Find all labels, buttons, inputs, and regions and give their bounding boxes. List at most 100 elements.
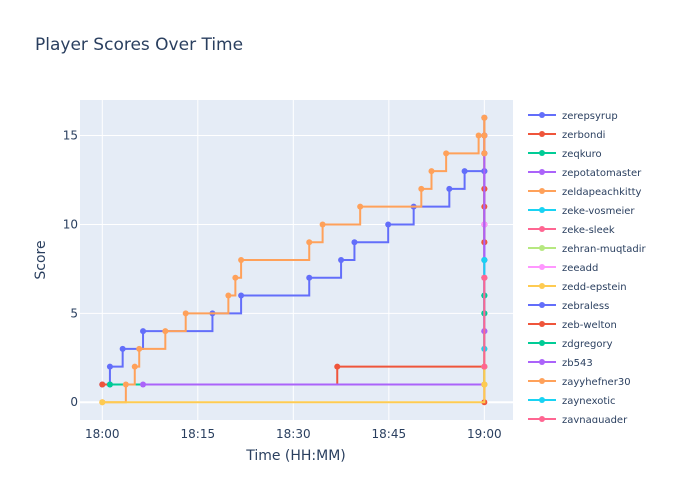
data-point[interactable]	[238, 257, 245, 263]
data-point[interactable]	[481, 132, 488, 139]
legend-label: zeldapeachkitty	[562, 187, 642, 198]
legend-item[interactable]: zeke-sleek	[528, 225, 615, 236]
data-point[interactable]	[481, 363, 488, 370]
data-point[interactable]	[481, 257, 488, 263]
series-line	[102, 366, 486, 404]
legend-item[interactable]: zerepsyrup	[528, 111, 618, 122]
data-point[interactable]	[106, 381, 113, 388]
legend-marker	[539, 378, 545, 384]
x-tick-label: 18:45	[372, 427, 407, 441]
legend-label: zb543	[562, 358, 593, 369]
legend-label: zdgregory	[562, 339, 613, 350]
legend-marker	[539, 226, 545, 232]
legend-item[interactable]: zepotatomaster	[528, 168, 642, 179]
x-axis: 18:00 18:15 18:30 18:45 19:00	[85, 427, 502, 441]
x-tick-label: 19:00	[467, 427, 502, 441]
data-point[interactable]	[119, 345, 126, 352]
legend-label: zepotatomaster	[562, 168, 642, 179]
y-tick-label: 0	[70, 395, 78, 409]
y-tick-label: 5	[70, 306, 78, 320]
legend-label: zayyhefner30	[562, 377, 631, 388]
legend-item[interactable]: zeldapeachkitty	[528, 187, 642, 198]
data-point[interactable]	[461, 168, 468, 175]
legend-item[interactable]: zeeadd	[528, 263, 598, 274]
data-point[interactable]	[481, 114, 488, 121]
legend-marker	[539, 359, 545, 365]
legend[interactable]: zerepsyrup zerbondi zeqkuro zepotatomaster z…	[528, 111, 647, 426]
legend-marker	[539, 340, 545, 346]
legend-item[interactable]: zeke-vosmeier	[528, 206, 635, 217]
data-point[interactable]	[357, 203, 364, 210]
legend-item[interactable]: zayyhefner30	[528, 377, 631, 388]
legend-item[interactable]: zaynexotic	[528, 396, 616, 407]
data-point[interactable]	[122, 381, 129, 388]
data-point[interactable]	[225, 292, 232, 299]
legend-marker	[539, 150, 545, 156]
series-line	[102, 117, 486, 404]
data-point[interactable]	[338, 257, 345, 263]
data-point[interactable]	[481, 274, 488, 281]
data-point[interactable]	[418, 185, 425, 192]
legend-item[interactable]: zeqkuro	[528, 149, 602, 160]
data-point[interactable]	[428, 168, 435, 175]
chart-title: Player Scores Over Time	[35, 35, 243, 55]
data-point[interactable]	[136, 345, 143, 352]
legend-marker	[539, 302, 545, 308]
data-point[interactable]	[182, 310, 189, 317]
data-point[interactable]	[306, 239, 313, 246]
legend-marker	[539, 283, 545, 289]
legend-item[interactable]: zb543	[528, 358, 593, 369]
legend-item[interactable]: zeb-welton	[528, 320, 617, 331]
legend-label: zehran-muqtadir	[562, 244, 647, 255]
legend-label: zeke-sleek	[562, 225, 615, 236]
data-point[interactable]	[162, 328, 169, 335]
data-point[interactable]	[481, 150, 488, 157]
legend-label: zeb-welton	[562, 320, 617, 331]
data-point[interactable]	[385, 221, 392, 228]
x-tick-label: 18:00	[85, 427, 120, 441]
data-point[interactable]	[351, 239, 358, 246]
legend-item[interactable]: zaynaquader	[528, 415, 628, 426]
y-axis-title: Score	[33, 240, 49, 279]
data-point[interactable]	[446, 185, 453, 192]
x-tick-label: 18:30	[276, 427, 311, 441]
legend-marker	[539, 416, 545, 422]
data-point[interactable]	[481, 381, 488, 388]
legend-label: zedd-epstein	[562, 282, 627, 293]
legend-marker	[539, 245, 545, 251]
data-point[interactable]	[99, 381, 106, 388]
legend-marker	[539, 207, 545, 213]
legend-item[interactable]: zdgregory	[528, 339, 613, 350]
data-point[interactable]	[99, 399, 106, 406]
data-point[interactable]	[140, 381, 147, 388]
legend-marker	[539, 397, 545, 403]
data-point[interactable]	[334, 363, 341, 370]
data-point[interactable]	[131, 363, 138, 370]
legend-marker	[539, 264, 545, 270]
data-point[interactable]	[443, 150, 450, 157]
legend-label: zerepsyrup	[562, 111, 618, 122]
data-point[interactable]	[232, 274, 239, 281]
data-point[interactable]	[319, 221, 326, 228]
data-point[interactable]	[306, 274, 313, 281]
data-point[interactable]	[475, 132, 482, 139]
y-tick-label: 15	[63, 129, 78, 143]
legend-label: zaynaquader	[562, 415, 628, 426]
data-point[interactable]	[238, 292, 245, 299]
legend-marker	[539, 321, 545, 327]
legend-label: zeke-vosmeier	[562, 206, 635, 217]
legend-item[interactable]: zehran-muqtadir	[528, 244, 647, 255]
x-axis-title: Time (HH:MM)	[245, 448, 346, 464]
data-point[interactable]	[106, 363, 113, 370]
legend-label: zaynexotic	[562, 396, 616, 407]
legend-item[interactable]: zebraless	[528, 301, 609, 312]
legend-marker	[539, 188, 545, 194]
data-point[interactable]	[140, 328, 147, 335]
legend-item[interactable]: zedd-epstein	[528, 282, 627, 293]
legend-label: zerbondi	[562, 130, 605, 141]
legend-item[interactable]: zerbondi	[528, 130, 605, 141]
legend-marker	[539, 131, 545, 137]
legend-marker	[539, 112, 545, 118]
x-tick-label: 18:15	[181, 427, 216, 441]
legend-marker	[539, 169, 545, 175]
